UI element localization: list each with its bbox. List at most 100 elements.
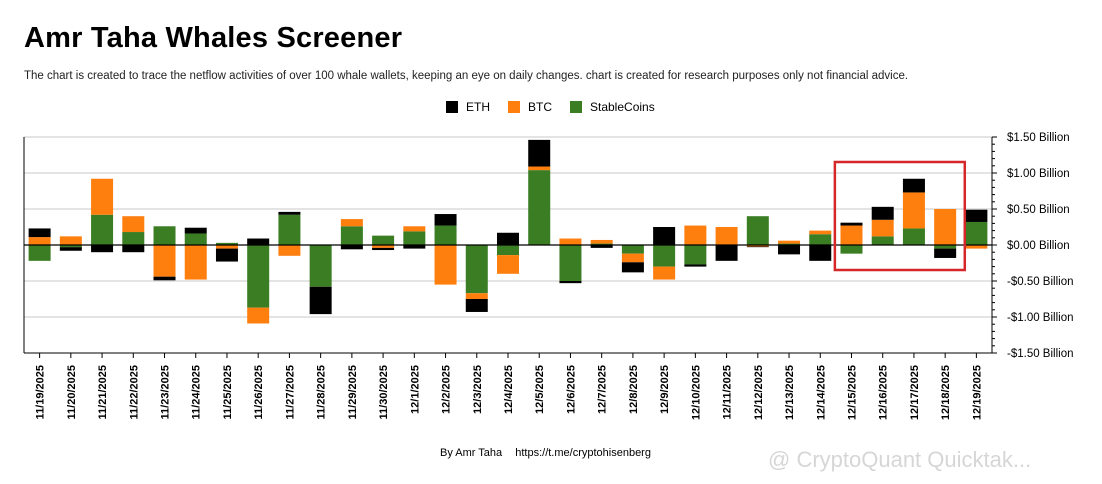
- bar-btc: [778, 240, 801, 244]
- bar-eth: [28, 228, 51, 238]
- x-tick-label: 11/30/2025: [378, 365, 390, 419]
- x-tick-label: 11/24/2025: [191, 365, 203, 419]
- bar-eth: [91, 245, 114, 253]
- x-tick-label: 11/23/2025: [160, 365, 172, 419]
- bar-stablecoins: [28, 245, 51, 261]
- x-tick-label: 12/6/2025: [565, 365, 577, 414]
- y-tick-label: -$0.50 Billion: [1007, 276, 1073, 288]
- x-tick-label: 12/12/2025: [753, 365, 765, 420]
- bar-stablecoins: [247, 245, 270, 308]
- x-tick-label: 11/21/2025: [97, 365, 109, 419]
- x-tick-label: 11/22/2025: [128, 365, 140, 419]
- bar-stablecoins: [278, 214, 301, 245]
- bar-eth: [184, 227, 207, 234]
- bar-eth: [465, 299, 488, 312]
- y-tick-label: $1.00 Billion: [1007, 168, 1070, 180]
- x-tick-label: 11/27/2025: [284, 365, 296, 419]
- bar-eth: [965, 209, 988, 222]
- legend-swatch-eth: [446, 101, 458, 113]
- bar-stablecoins: [840, 245, 863, 254]
- legend-swatch-btc: [508, 101, 520, 113]
- legend-item-eth: ETH: [446, 100, 490, 114]
- bar-eth: [122, 245, 145, 253]
- bar-stablecoins: [91, 214, 114, 245]
- bar-btc: [965, 245, 988, 249]
- bar-stablecoins: [215, 242, 238, 245]
- x-tick-label: 11/29/2025: [347, 365, 359, 419]
- x-tick-label: 12/8/2025: [628, 365, 640, 414]
- x-tick-label: 11/19/2025: [35, 365, 47, 419]
- bar-btc: [871, 219, 894, 237]
- x-tick-label: 12/13/2025: [784, 365, 796, 420]
- x-tick-label: 12/3/2025: [472, 365, 484, 414]
- bar-btc: [715, 227, 738, 245]
- bar-eth: [809, 245, 832, 261]
- bar-stablecoins: [965, 221, 988, 245]
- bar-stablecoins: [746, 216, 769, 245]
- y-tick-label: $1.50 Billion: [1007, 132, 1070, 144]
- bar-stablecoins: [403, 231, 426, 245]
- bar-eth: [559, 281, 582, 284]
- x-tick-label: 12/14/2025: [815, 365, 827, 420]
- bar-btc: [434, 245, 457, 285]
- bar-eth: [278, 211, 301, 215]
- bar-eth: [778, 245, 801, 255]
- bar-btc: [247, 307, 270, 324]
- bar-stablecoins: [621, 245, 644, 254]
- bar-eth: [653, 227, 676, 245]
- legend-label-eth: ETH: [466, 100, 490, 114]
- bar-stablecoins: [184, 233, 207, 245]
- legend-label-btc: BTC: [528, 100, 552, 114]
- bar-btc: [465, 293, 488, 299]
- bar-btc: [28, 237, 51, 245]
- x-tick-label: 12/4/2025: [503, 365, 515, 414]
- bar-stablecoins: [559, 245, 582, 281]
- bar-eth: [434, 214, 457, 226]
- x-tick-label: 12/7/2025: [597, 365, 609, 414]
- bar-stablecoins: [372, 235, 395, 245]
- bar-stablecoins: [465, 245, 488, 294]
- bar-eth: [497, 232, 519, 245]
- bar-eth: [215, 248, 238, 262]
- bar-stablecoins: [590, 243, 613, 245]
- bar-btc: [746, 245, 769, 247]
- bar-btc: [278, 245, 301, 256]
- bar-eth: [247, 238, 270, 245]
- credit-author: By Amr Taha: [440, 447, 503, 459]
- bar-stablecoins: [309, 245, 332, 287]
- credit-link[interactable]: https://t.me/cryptohisenberg: [515, 447, 651, 459]
- x-tick-label: 12/15/2025: [846, 365, 858, 420]
- bar-btc: [653, 266, 676, 280]
- x-tick-label: 11/20/2025: [66, 365, 78, 419]
- bar-btc: [184, 245, 207, 280]
- credit-line: By Amr Taha https://t.me/cryptohisenberg: [440, 447, 661, 459]
- bar-btc: [934, 209, 957, 245]
- x-tick-label: 12/1/2025: [409, 365, 421, 414]
- bar-stablecoins: [871, 236, 894, 245]
- bar-btc: [902, 192, 925, 229]
- x-tick-label: 12/17/2025: [909, 365, 921, 420]
- bar-eth: [746, 246, 769, 248]
- bar-eth: [309, 286, 332, 315]
- chart-subtitle: The chart is created to trace the netflo…: [24, 70, 909, 82]
- bar-eth: [621, 262, 644, 273]
- bar-eth: [902, 178, 925, 193]
- bar-btc: [590, 239, 613, 244]
- bar-btc: [809, 230, 832, 235]
- x-tick-label: 12/19/2025: [971, 365, 983, 420]
- y-tick-label: -$1.00 Billion: [1007, 312, 1073, 324]
- bar-stablecoins: [122, 232, 145, 245]
- bar-stablecoins: [340, 226, 363, 245]
- x-tick-label: 12/5/2025: [534, 365, 546, 414]
- bar-stablecoins: [653, 245, 676, 267]
- bar-stablecoins: [528, 170, 551, 245]
- x-tick-label: 12/9/2025: [659, 365, 671, 414]
- bar-stablecoins: [434, 225, 457, 245]
- bar-stablecoins: [497, 245, 519, 256]
- x-tick-label: 11/25/2025: [222, 365, 234, 419]
- bar-eth: [372, 247, 395, 251]
- x-tick-label: 11/26/2025: [253, 365, 265, 419]
- legend-item-btc: BTC: [508, 100, 552, 114]
- bar-btc: [340, 219, 363, 227]
- bar-eth: [715, 245, 738, 261]
